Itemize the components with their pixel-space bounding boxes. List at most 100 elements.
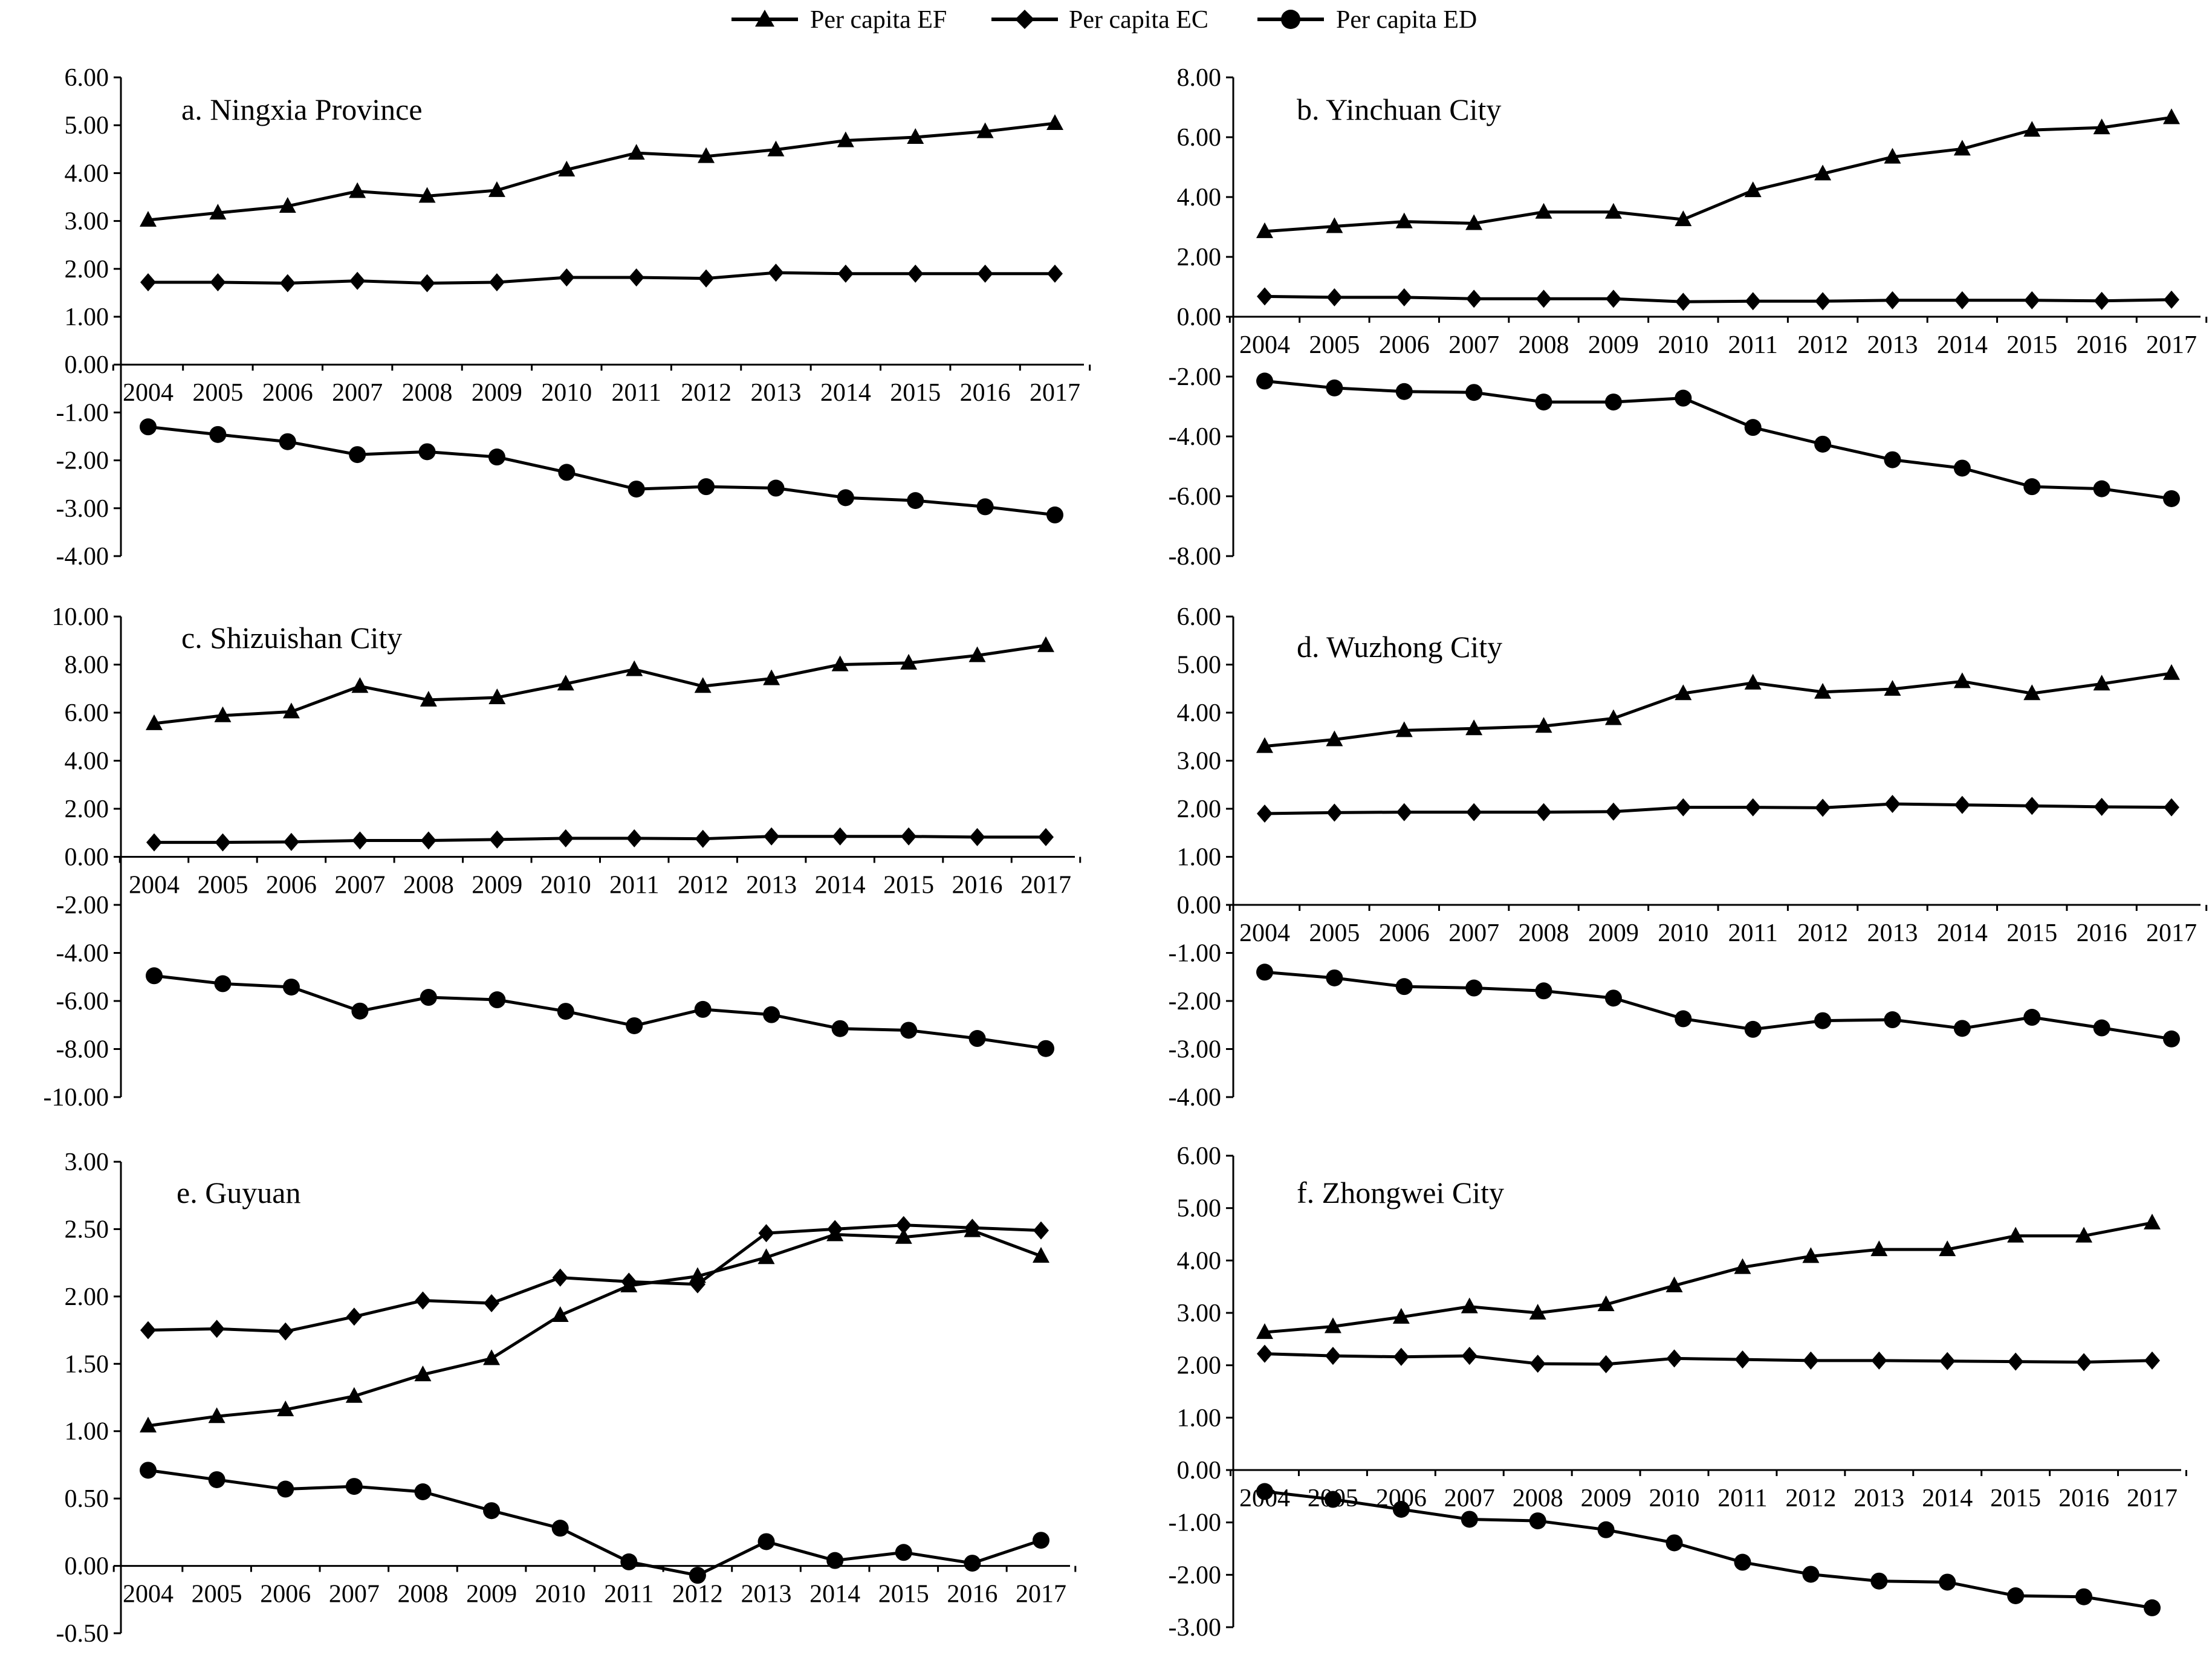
panel-f-series-ec-point [1939, 1352, 1956, 1370]
panel-d-series-ed-point [1814, 1012, 1832, 1029]
panel-e-series-ef-point [689, 1267, 706, 1283]
panel-b-series-ef-point [1814, 164, 1832, 181]
panel-d-series-ef-point [1675, 684, 1692, 701]
panel-a-series-ed-point [349, 446, 366, 464]
panel-e-title: e. Guyuan [177, 1176, 301, 1210]
panel-d-y-tick-label: 1.00 [1177, 844, 1222, 872]
panel-d-series-ef-point [1535, 717, 1552, 733]
panel-e-series-ed-point [1033, 1532, 1049, 1549]
panel-b-series-ef-point [1604, 202, 1622, 219]
panel-c-series-ec-point [695, 829, 711, 848]
panel-d-series-ec-point [2164, 798, 2179, 817]
panel-d-x-tick-label: 2007 [1448, 919, 1499, 947]
panel-b-y-tick-label: 2.00 [1177, 244, 1222, 271]
panel-e-series-ec-point [552, 1268, 568, 1287]
panel-d-series-ed-point [1395, 978, 1413, 996]
panel-f-series-ed-point [1461, 1511, 1478, 1528]
panel-c-series-ed-point [282, 978, 300, 996]
panel-a-x-tick-label: 2008 [402, 379, 453, 407]
panel-a-series-ec-point [628, 268, 644, 287]
panel-c-series-ef-point [968, 646, 986, 662]
panel-b-series-ec-point [2024, 291, 2040, 309]
panel-b-y-tick-label: 0.00 [1177, 303, 1222, 331]
panel-b-series-ed-point [2023, 478, 2041, 496]
panel-c-series-ed-point [694, 1000, 712, 1018]
panel-b-series-ec-point [2164, 290, 2179, 309]
panel-b-series-ec-point [1815, 292, 1831, 311]
panel-e-series-ed-point [757, 1533, 775, 1550]
panel-b-y-tick-label: -6.00 [1169, 483, 1222, 511]
panel-a-series-ef-point [209, 204, 227, 220]
panel-f-series-ed-point [1802, 1566, 1820, 1583]
panel-d-y-tick-label: -3.00 [1169, 1036, 1222, 1064]
panel-d-series-ef-point [1884, 680, 1901, 696]
panel-f-x-tick-label: 2013 [1854, 1485, 1904, 1512]
panel-d-series-ed-point [1675, 1010, 1692, 1028]
panel-d-series-ed-point [1744, 1020, 1762, 1038]
panel-f-y-tick-label: -1.00 [1169, 1509, 1222, 1537]
panel-e-series-ed-point [620, 1553, 638, 1570]
panel-b-series-ef-point [1256, 222, 1273, 238]
panel-a-y-tick-label: -1.00 [56, 399, 109, 427]
panel-d-series-ef-point [2093, 675, 2110, 691]
panel-a-x-tick-label: 2017 [1030, 379, 1080, 407]
panel-b-series-ec-point [1396, 288, 1412, 306]
panel-c-series-ef-point [1037, 636, 1054, 652]
panel-a-series-ed-point [209, 426, 227, 443]
panel-d-series-ed-point [2023, 1009, 2041, 1026]
panel-f-series-ec-point [1257, 1344, 1273, 1363]
panel-e-series-ed-point [826, 1552, 844, 1569]
panel-b-x-tick-label: 2009 [1588, 331, 1639, 359]
panel-a-series-ec-point [977, 264, 993, 283]
panel-b-x-tick-label: 2015 [2006, 331, 2057, 359]
panel-e-series-ed-point [895, 1544, 912, 1561]
panel-a-series-ef-point [558, 160, 576, 177]
panel-b-series-ec-point [1466, 290, 1482, 308]
panel-f-series-ef-point [1256, 1323, 1273, 1339]
panel-e-series-ed-point [208, 1471, 225, 1488]
panel-b-series-ec-point [1257, 287, 1273, 306]
legend: Per capita EF Per capita EC Per capita E… [731, 6, 1477, 34]
panel-e-series-ec-point [964, 1219, 981, 1237]
panel-d-series-ed-point [1465, 979, 1483, 997]
panel-d-series-ec-point [1536, 803, 1552, 821]
panel-c-x-tick-label: 2011 [609, 872, 659, 899]
panel-d-series-ed-point [1256, 964, 1273, 981]
panel-a-y-tick-label: -2.00 [56, 447, 109, 475]
panel-e-x-tick-label: 2012 [672, 1581, 723, 1608]
panel-e-y-tick-label: 0.50 [65, 1485, 109, 1513]
panel-a-series-ec-point [1047, 264, 1063, 283]
panel-e-series-ec-point [415, 1291, 431, 1310]
panel-e-series-ed-line [148, 1468, 1042, 1577]
panel-b: 8.00 6.00 4.00 2.00 0.00 -2.00 -4.00 -6.00 -8.00… [1169, 64, 2208, 571]
panel-b-series-ed-point [1675, 389, 1692, 407]
panel-d-series-ed-point [1604, 989, 1622, 1007]
panel-d-series-ef-point [1814, 682, 1832, 699]
panel-b-x-tick-label: 2012 [1797, 331, 1848, 359]
panel-e-series-ef-point [757, 1248, 775, 1265]
panel-f-series-ed-point [1870, 1572, 1888, 1590]
panel-d-series-ed-point [1535, 982, 1552, 1000]
panel-c-series-ed-point [557, 1003, 574, 1020]
panel-f-series-ef-point [2007, 1226, 2025, 1243]
panel-e-series-ef-point [414, 1365, 432, 1382]
panel-b-series-ed-point [1814, 435, 1832, 453]
panel-f-series-ef-point [1870, 1240, 1888, 1257]
panel-c-x-tick-label: 2008 [403, 872, 454, 899]
panel-b-series-ed-point [1465, 384, 1483, 401]
panel-b-series-ed-point [1395, 383, 1413, 400]
panel-c-series-ec-point [146, 833, 162, 852]
panel-f-y-tick-label: -2.00 [1169, 1561, 1222, 1589]
panel-d-y-tick-label: 6.00 [1177, 603, 1222, 631]
panel-f-series-ed-point [1597, 1521, 1615, 1538]
panel-d: 6.00 5.00 4.00 3.00 2.00 1.00 0.00 -1.00 -2.00 -3… [1169, 603, 2208, 1112]
panel-a-series-ec-line [148, 271, 1055, 285]
panel-e-y-tick-label: -0.50 [56, 1620, 109, 1648]
panel-e-x-tick-label: 2015 [878, 1581, 929, 1608]
panel-c-series-ed-point [900, 1022, 918, 1039]
panel-f-y-tick-label: 3.00 [1177, 1300, 1222, 1327]
panel-c-y-tick-label: 10.00 [52, 603, 109, 631]
panel-d-y-tick-label: 3.00 [1177, 748, 1222, 776]
panel-d-y-tick-label: 0.00 [1177, 892, 1222, 919]
